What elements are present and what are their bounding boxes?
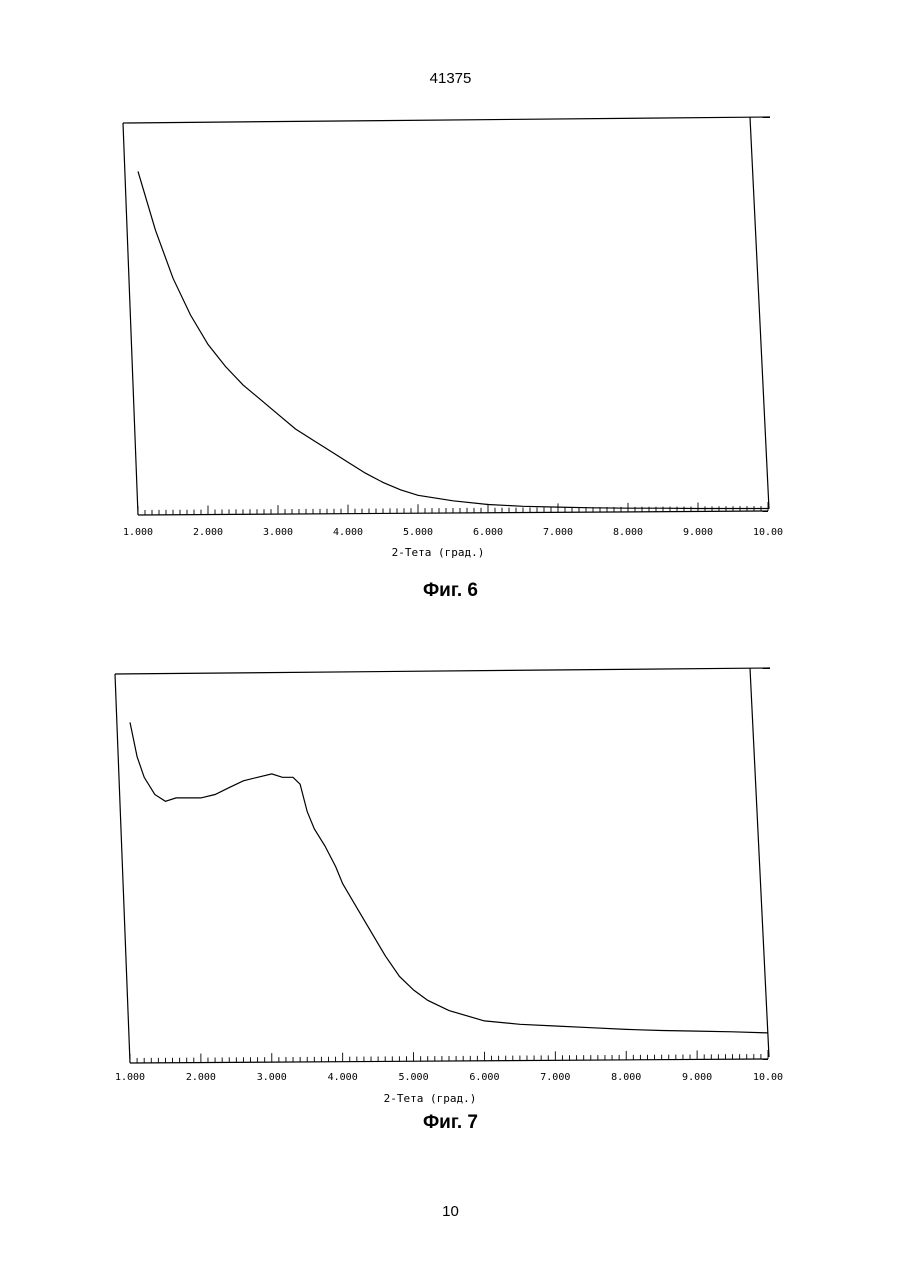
x-tick-label: 8.000	[613, 527, 643, 538]
plot-frame	[123, 117, 770, 515]
figure-6-caption: Фиг. 6	[0, 580, 901, 602]
x-tick-label: 8.000	[611, 1072, 641, 1083]
x-tick-label: 3.000	[257, 1072, 287, 1083]
x-tick-label: 10.00	[753, 1072, 783, 1083]
x-tick-label: 6.000	[473, 527, 503, 538]
frame-top-edge	[123, 117, 770, 123]
x-axis-label: 2-Тета (град.)	[392, 546, 485, 559]
frame-left-edge	[115, 674, 130, 1063]
x-tick-label: 6.000	[469, 1072, 499, 1083]
x-tick-label: 7.000	[543, 527, 573, 538]
x-tick-label: 1.000	[115, 1072, 145, 1083]
x-axis-label: 2-Тета (град.)	[384, 1092, 477, 1105]
frame-top-edge	[115, 668, 770, 674]
data-line	[130, 722, 768, 1033]
x-tick-label: 4.000	[328, 1072, 358, 1083]
x-tick-label: 2.000	[186, 1072, 216, 1083]
x-tick-label: 3.000	[263, 527, 293, 538]
chart-figure-7: 1.000 2.000 3.000 4.000 5.000 6.000 7.000 8.000…	[100, 645, 800, 1110]
plot-frame	[115, 668, 770, 1063]
x-tick-label: 2.000	[193, 527, 223, 538]
x-tick-label: 5.000	[399, 1072, 429, 1083]
data-line	[138, 171, 768, 508]
x-tick-label: 5.000	[403, 527, 433, 538]
figure-7: 1.000 2.000 3.000 4.000 5.000 6.000 7.000 8.000…	[100, 645, 800, 1110]
x-axis-tick-labels: 1.000 2.000 3.000 4.000 5.000 6.000 7.000 8.000…	[123, 527, 783, 538]
chart-figure-6: 1.000 2.000 3.000 4.000 5.000 6.000 7.000 8.000…	[100, 105, 800, 565]
x-tick-label: 9.000	[682, 1072, 712, 1083]
figure-7-caption: Фиг. 7	[0, 1112, 901, 1134]
x-tick-label: 7.000	[540, 1072, 570, 1083]
x-tick-label: 4.000	[333, 527, 363, 538]
frame-right-edge	[750, 117, 769, 509]
x-tick-label: 10.00	[753, 527, 783, 538]
x-axis-tick-labels: 1.000 2.000 3.000 4.000 5.000 6.000 7.000 8.000…	[115, 1072, 783, 1083]
frame-right-edge	[750, 668, 769, 1057]
frame-left-edge	[123, 123, 138, 515]
x-tick-label: 9.000	[683, 527, 713, 538]
document-number: 41375	[0, 70, 901, 87]
x-tick-label: 1.000	[123, 527, 153, 538]
page-number: 10	[0, 1203, 901, 1220]
figure-6: 1.000 2.000 3.000 4.000 5.000 6.000 7.000 8.000…	[100, 105, 800, 565]
